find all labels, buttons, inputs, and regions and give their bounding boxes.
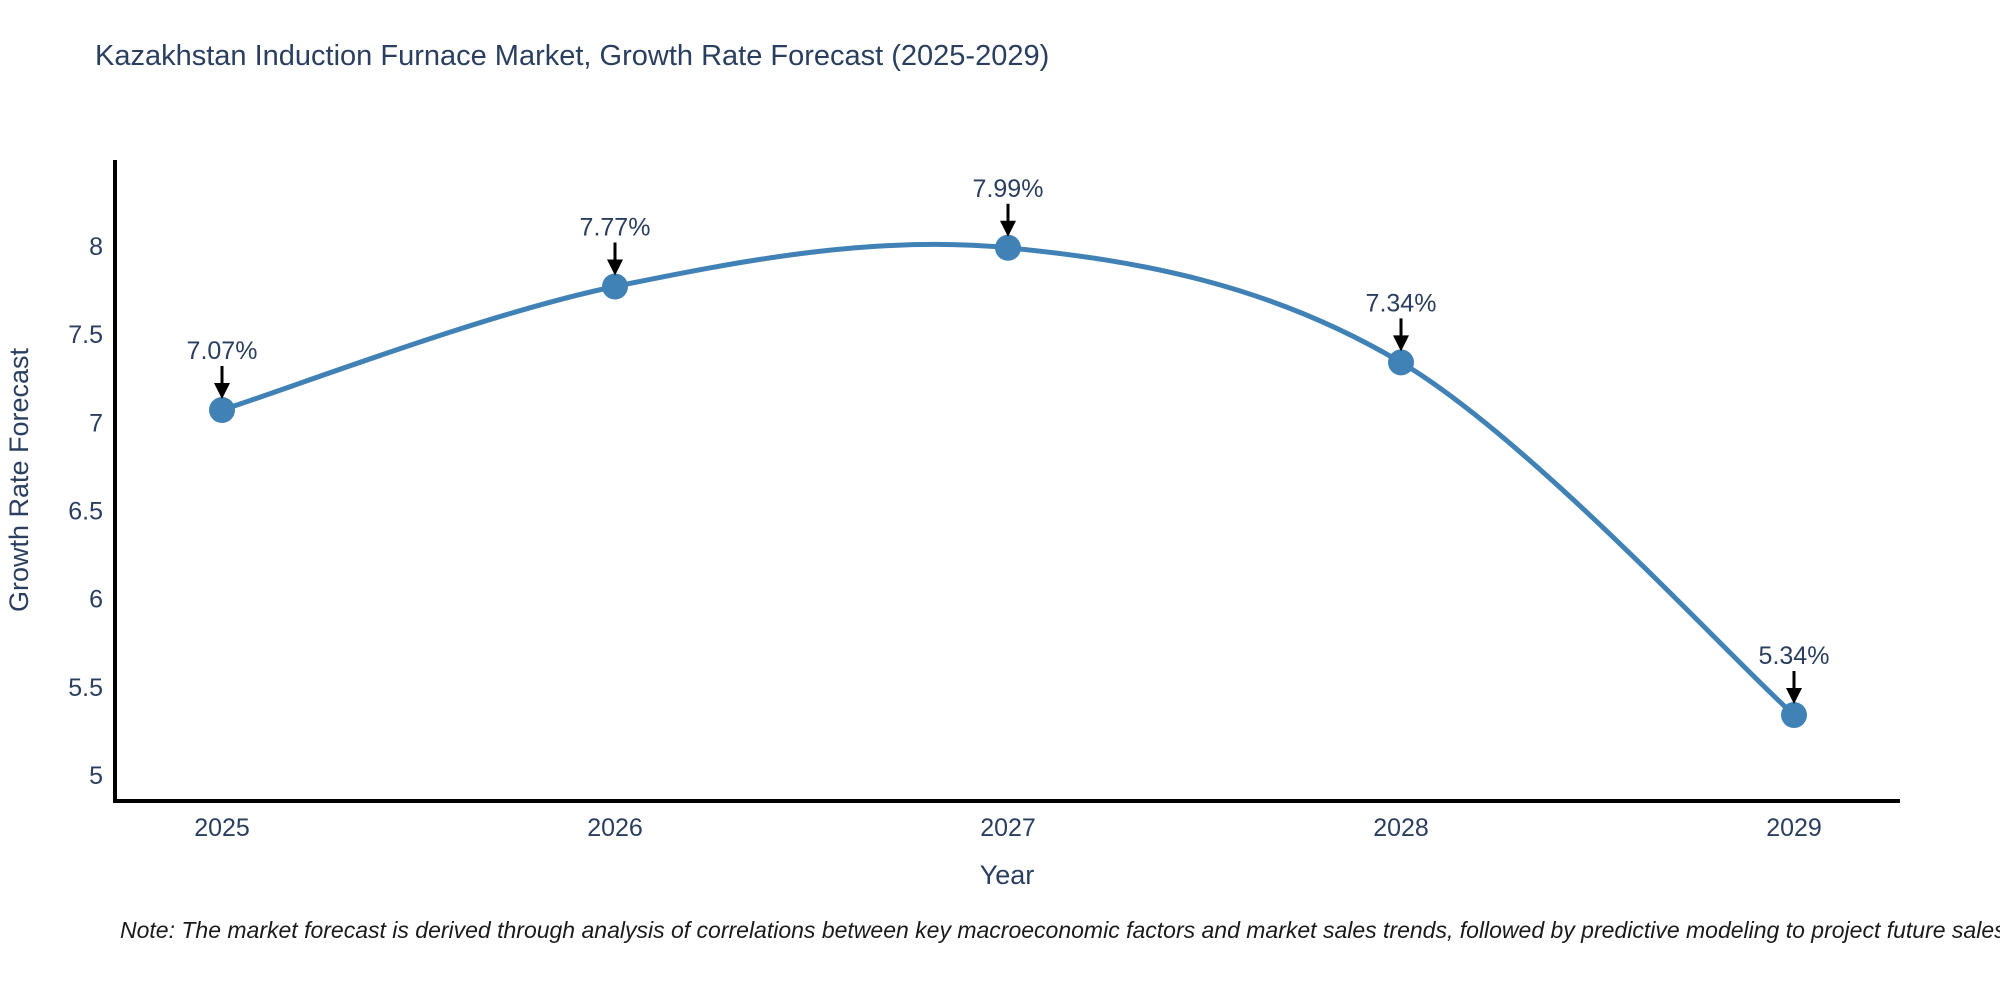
annotation-arrowhead	[1786, 688, 1802, 704]
annotation-arrowhead	[607, 259, 623, 276]
y-tick-label: 5	[89, 762, 103, 790]
plot-area: 5 5.5 6 6.5 7 7.5 8 2025 2026 2027 2028 2029 7.07% 7.…	[68, 160, 1900, 842]
x-axis-title: Year	[980, 860, 1035, 890]
point-label: 7.99%	[973, 175, 1044, 203]
x-tick-label: 2029	[1766, 814, 1822, 842]
x-tick-label: 2025	[194, 814, 250, 842]
annotation-arrowhead	[1000, 220, 1016, 237]
footnote: Note: The market forecast is derived thr…	[120, 917, 2000, 943]
y-tick-label: 5.5	[68, 674, 103, 702]
point-label: 7.07%	[187, 337, 258, 365]
y-tick-label: 6.5	[68, 498, 103, 526]
y-tick-label: 8	[89, 233, 103, 261]
y-tick-label: 7	[89, 409, 103, 437]
x-tick-label: 2028	[1373, 814, 1429, 842]
y-tick-label: 6	[89, 586, 103, 614]
annotation-arrowhead	[214, 383, 230, 399]
annotation-arrowhead	[1393, 335, 1409, 352]
point-label: 7.77%	[580, 214, 651, 242]
x-tick-label: 2026	[587, 814, 643, 842]
y-axis-title: Growth Rate Forecast	[4, 347, 34, 612]
data-point[interactable]	[1388, 349, 1414, 376]
point-label: 7.34%	[1366, 289, 1437, 317]
data-point[interactable]	[602, 273, 628, 300]
x-tick-label: 2027	[980, 814, 1036, 842]
data-point[interactable]	[1781, 702, 1807, 728]
point-label: 5.34%	[1759, 642, 1830, 670]
y-tick-label: 7.5	[68, 321, 103, 349]
data-point[interactable]	[209, 397, 235, 423]
data-point[interactable]	[995, 234, 1021, 261]
chart-title: Kazakhstan Induction Furnace Market, Gro…	[95, 40, 1050, 72]
growth-line	[219, 241, 1797, 718]
